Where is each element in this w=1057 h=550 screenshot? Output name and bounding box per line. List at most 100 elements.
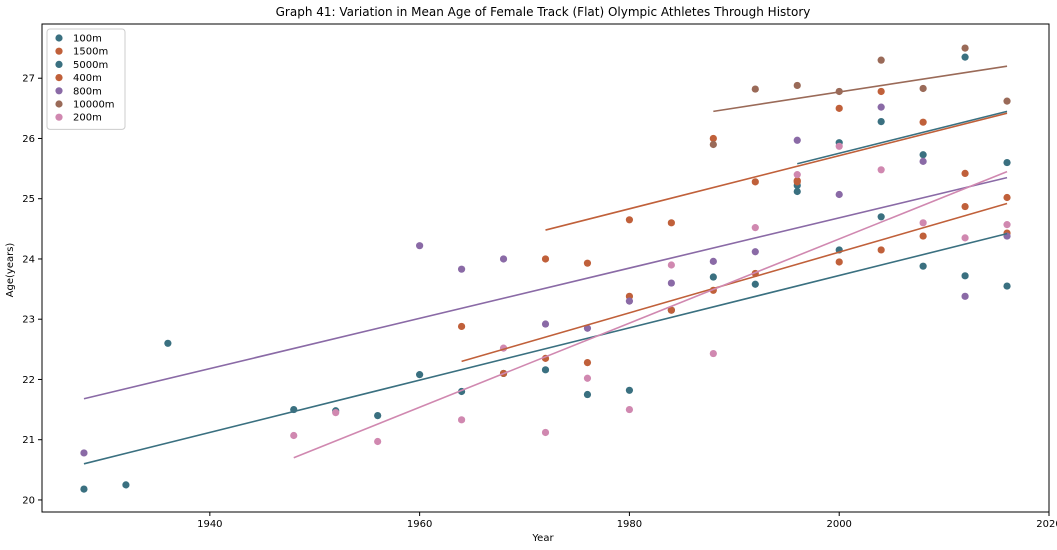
point-200m-1964 [457,416,466,424]
point-100m-2012 [961,272,969,280]
y-tick-label-24: 24 [22,254,35,265]
point-200m-1976 [583,374,592,382]
point-800m-1988 [709,257,717,265]
point-100m-2016 [1003,282,1011,290]
point-1500m-1992 [751,178,759,186]
y-tick-label-23: 23 [22,315,35,326]
legend-marker-10000m [55,100,63,108]
point-800m-1984 [667,279,675,287]
legend-marker-5000m [55,60,63,68]
point-5000m-2008 [919,151,927,159]
point-200m-2004 [877,166,885,174]
series-1500m-points [541,87,1011,267]
point-800m-1964 [457,265,466,273]
y-tick-label-21: 21 [22,435,35,446]
point-200m-1956 [374,437,382,446]
y-tick-label-25: 25 [22,194,35,205]
point-200m-2000 [835,142,843,150]
legend-label-200m: 200m [73,113,102,124]
point-200m-1988 [709,349,717,358]
point-200m-2012 [961,234,969,242]
point-400m-1996 [793,178,801,186]
point-400m-1964 [457,322,466,331]
plot-frame [41,23,1050,513]
point-100m-1972 [541,366,550,374]
point-100m-2008 [919,262,927,270]
legend: 100m 1500m 5000m 400m 800m 10000m 200m [46,28,126,130]
point-800m-2008 [919,157,927,165]
point-800m-1960 [416,242,424,250]
point-400m-2012 [961,202,969,211]
point-800m-1972 [541,320,550,328]
point-1500m-2004 [877,87,885,96]
point-800m-2000 [835,190,843,199]
point-100m-1996 [793,187,801,196]
point-400m-2008 [919,232,927,240]
x-tick-label-2000: 2000 [826,519,851,530]
point-1500m-2000 [835,104,843,112]
plot-area [80,44,1011,493]
y-axis-title: Age(years) [5,243,16,298]
point-800m-2004 [877,103,885,111]
chart-title: Graph 41: Variation in Mean Age of Femal… [276,5,811,19]
point-100m-1980 [625,386,634,394]
axes: 194019601980200020202021222324252627 [22,74,1057,530]
point-800m-1980 [625,297,634,305]
point-400m-2004 [877,246,885,254]
trend-line-800m [83,176,1008,400]
legend-label-10000m: 10000m [73,100,115,111]
point-100m-1932 [122,481,130,489]
point-800m-1976 [583,324,592,332]
series-200m-points [290,142,1011,446]
point-200m-2016 [1003,221,1011,229]
point-100m-1992 [751,280,759,288]
point-10000m-1992 [751,85,759,93]
legend-label-1500m: 1500m [73,47,108,58]
point-400m-2000 [835,258,843,266]
trend-line-200m [293,170,1008,459]
point-800m-2012 [961,292,969,300]
point-1500m-1980 [625,216,634,224]
point-100m-1976 [583,390,592,399]
point-10000m-2008 [919,84,927,93]
point-1500m-2016 [1003,193,1011,202]
point-800m-1992 [751,248,759,256]
series-100m-points [80,187,1011,493]
point-800m-1928 [80,449,88,457]
point-10000m-1988 [709,140,717,149]
trend-line-5000m [797,110,1008,165]
x-tick-label-1940: 1940 [197,519,222,530]
x-axis-title: Year [531,533,554,544]
series-10000m-points [709,44,1011,149]
trend-line-100m [83,232,1008,465]
point-200m-1948 [290,431,298,440]
legend-label-800m: 800m [73,86,102,97]
point-10000m-2012 [961,44,969,52]
point-800m-1996 [793,136,801,144]
legend-marker-400m [55,74,63,82]
point-1500m-2008 [919,118,927,126]
point-100m-1956 [374,412,382,420]
x-tick-label-1960: 1960 [407,519,432,530]
y-tick-label-26: 26 [22,134,35,145]
legend-marker-1500m [55,47,63,55]
trend-line-10000m [713,65,1008,113]
x-tick-label-1980: 1980 [617,519,642,530]
legend-label-5000m: 5000m [73,60,108,71]
point-200m-1972 [541,428,550,437]
point-200m-1980 [625,405,634,414]
point-200m-1984 [667,261,675,269]
point-400m-1976 [583,358,592,367]
point-1500m-1976 [583,259,592,267]
point-200m-1992 [751,224,759,232]
y-tick-label-22: 22 [22,375,35,386]
point-10000m-2004 [877,56,885,64]
point-200m-1952 [332,408,340,417]
y-tick-label-20: 20 [22,495,35,506]
point-100m-1960 [416,371,424,379]
y-tick-label-27: 27 [22,74,35,85]
point-100m-1928 [80,485,88,493]
trend-line-1500m [545,112,1008,231]
series-800m-points [80,103,1011,457]
